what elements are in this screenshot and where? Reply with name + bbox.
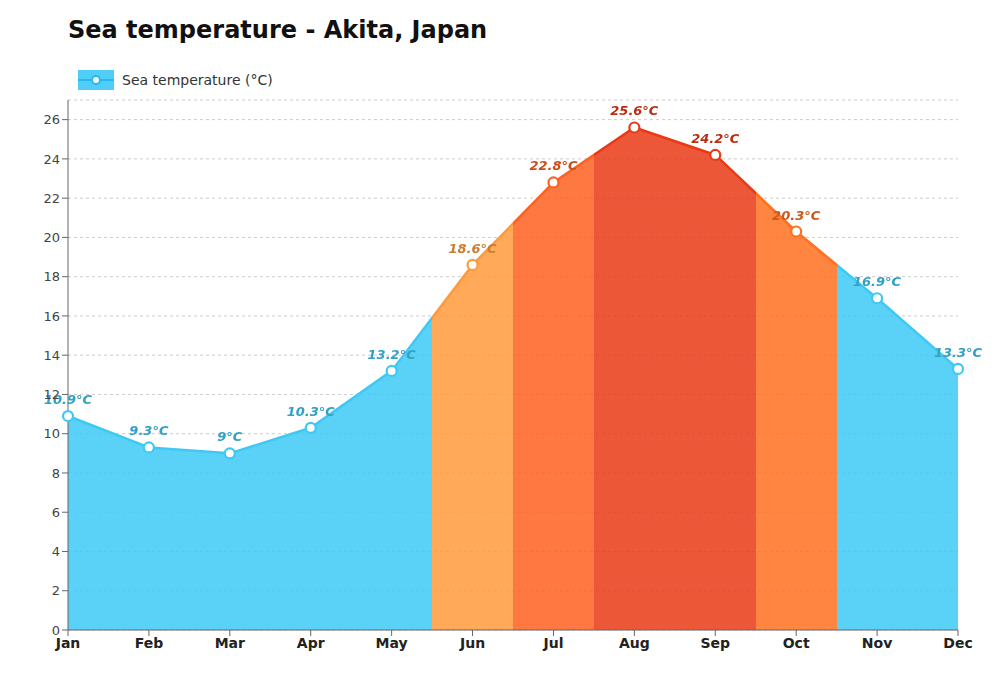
svg-text:9°C: 9°C xyxy=(217,429,243,444)
html-text:Sea temperature - Akita, Japan: Sea temperature - Akita, Japan xyxy=(68,16,488,44)
svg-text:2: 2 xyxy=(52,583,60,598)
svg-text:10.3°C: 10.3°C xyxy=(287,404,336,419)
svg-text:4: 4 xyxy=(52,544,60,559)
html-text:Sea temperature (°C): Sea temperature (°C) xyxy=(122,72,273,88)
svg-text:Jul: Jul xyxy=(542,635,563,651)
svg-text:13.2°C: 13.2°C xyxy=(368,347,417,362)
svg-text:Oct: Oct xyxy=(783,635,810,651)
svg-text:May: May xyxy=(376,635,408,651)
svg-text:18: 18 xyxy=(43,269,60,284)
svg-text:16.9°C: 16.9°C xyxy=(853,274,902,289)
svg-text:6: 6 xyxy=(52,505,60,520)
svg-text:12: 12 xyxy=(43,387,60,402)
svg-text:24.2°C: 24.2°C xyxy=(691,131,740,146)
svg-text:Apr: Apr xyxy=(297,635,325,651)
svg-text:Sep: Sep xyxy=(700,635,730,651)
svg-text:16: 16 xyxy=(43,309,60,324)
svg-text:10: 10 xyxy=(43,426,60,441)
svg-text:9.3°C: 9.3°C xyxy=(129,423,169,438)
svg-text:22: 22 xyxy=(43,191,60,206)
svg-text:18.6°C: 18.6°C xyxy=(448,241,497,256)
svg-text:24: 24 xyxy=(43,152,60,167)
svg-text:10.9°C: 10.9°C xyxy=(43,392,93,407)
svg-text:0: 0 xyxy=(52,623,60,638)
svg-text:13.3°C: 13.3°C xyxy=(934,345,983,360)
svg-text:14: 14 xyxy=(43,348,60,363)
svg-text:Dec: Dec xyxy=(943,635,972,651)
svg-text:Feb: Feb xyxy=(135,635,164,651)
svg-text:26: 26 xyxy=(43,112,60,127)
svg-text:25.6°C: 25.6°C xyxy=(610,103,659,118)
svg-text:Nov: Nov xyxy=(862,635,892,651)
svg-text:Aug: Aug xyxy=(619,635,650,651)
svg-text:22.8°C: 22.8°C xyxy=(529,158,578,173)
svg-text:8: 8 xyxy=(52,466,60,481)
svg-text:20: 20 xyxy=(43,230,60,245)
svg-text:Jun: Jun xyxy=(459,635,485,651)
svg-text:Jan: Jan xyxy=(55,634,81,651)
svg-text:20.3°C: 20.3°C xyxy=(772,208,821,223)
svg-text:Mar: Mar xyxy=(215,635,245,651)
